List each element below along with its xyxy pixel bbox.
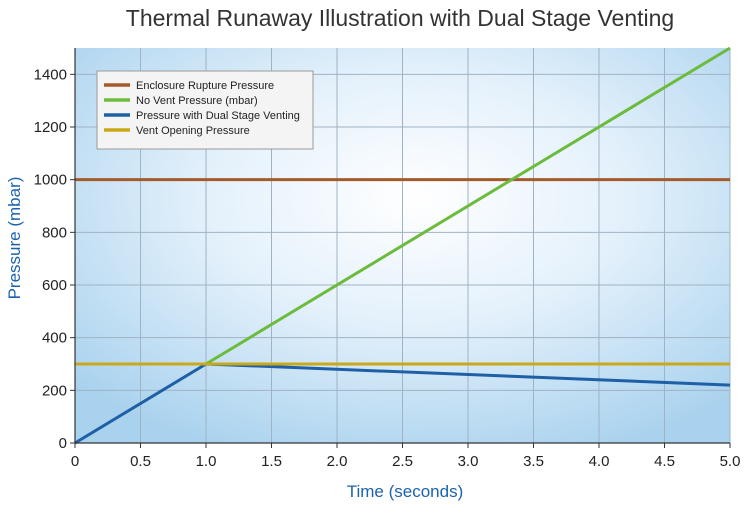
y-tick-labels: 0 200 400 600 800 1000 1200 1400 [34,66,67,452]
legend-label: Pressure with Dual Stage Venting [136,110,300,122]
y-axis-title: Pressure (mbar) [5,177,24,300]
legend-box [96,70,314,150]
y-tick-label: 1000 [34,172,67,189]
x-tick-label: 2.5 [392,453,413,470]
legend-label: No Vent Pressure (mbar) [136,95,258,107]
x-tick-label: 3.0 [458,453,479,470]
y-tick-label: 200 [42,382,67,399]
y-tick-label: 800 [42,224,67,241]
x-tick-label: 1.5 [261,453,282,470]
x-axis-title: Time (seconds) [347,482,464,501]
legend-label: Vent Opening Pressure [136,125,250,137]
x-tick-label: 2.0 [327,453,348,470]
y-tick-label: 0 [59,435,67,452]
series-line-2 [205,46,731,366]
x-tick-label: 0 [71,453,79,470]
legend: Enclosure Rupture Pressure No Vent Pressu… [96,70,314,150]
x-tick-label: 5.0 [720,453,741,470]
x-tick-label: 4.0 [589,453,610,470]
y-tick-label: 1200 [34,119,67,136]
y-tick-label: 1400 [34,66,67,83]
axes [70,48,731,448]
x-tick-label: 3.5 [523,453,544,470]
legend-label: Enclosure Rupture Pressure [136,80,274,92]
x-tick-label: 4.5 [654,453,675,470]
chart-title: Thermal Runaway Illustration with Dual S… [126,5,674,31]
y-tick-label: 400 [42,330,67,347]
x-tick-label: 0.5 [130,453,151,470]
x-tick-labels: 0 0.5 1.0 1.5 2.0 2.5 3.0 3.5 4.0 4.5 5.0 [71,453,741,470]
x-tick-label: 1.0 [196,453,217,470]
series-lines [74,46,731,445]
y-tick-label: 600 [42,277,67,294]
